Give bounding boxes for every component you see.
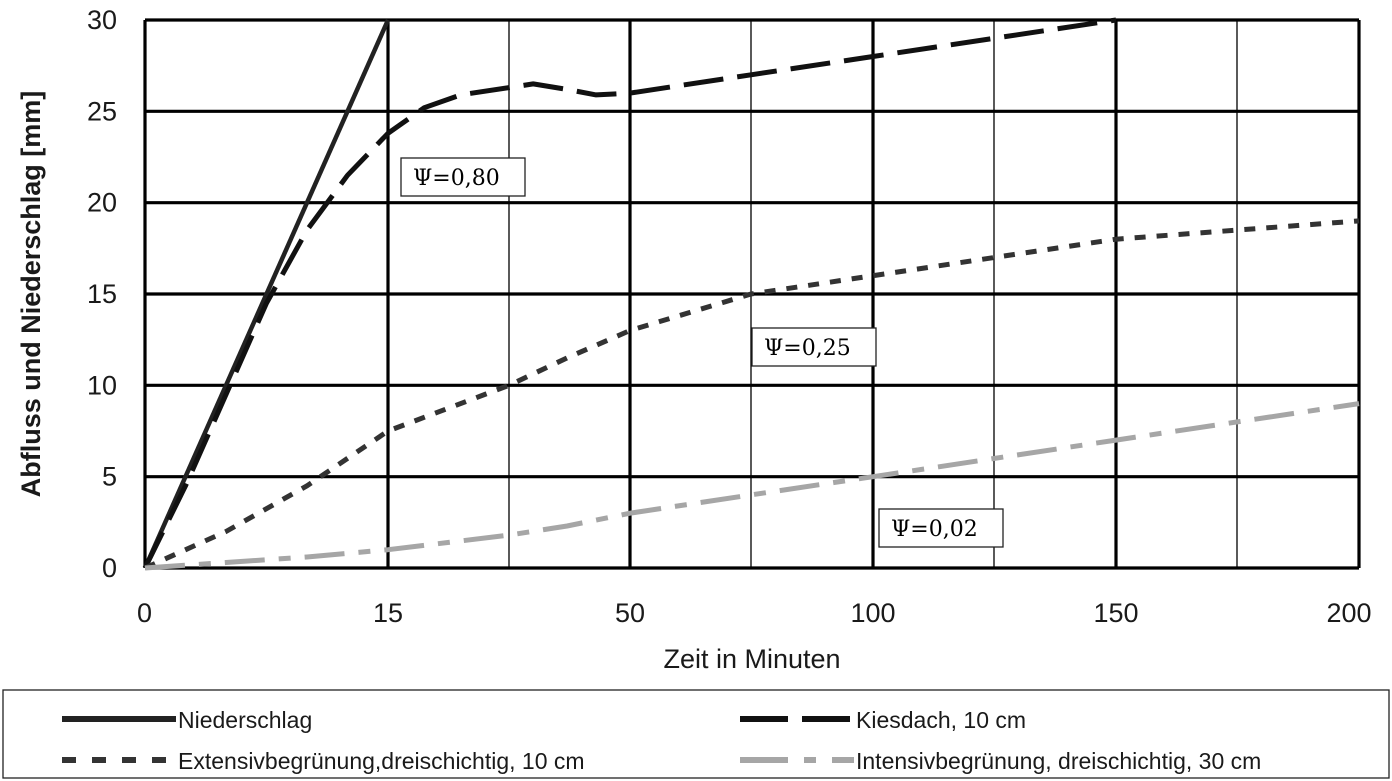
legend-item: Extensivbegrünung,dreischichtig, 10 cm: [62, 748, 585, 774]
legend-label: Extensivbegrünung,dreischichtig, 10 cm: [178, 748, 585, 774]
y-tick-label: 30: [87, 5, 117, 35]
y-tick-label: 10: [87, 370, 117, 400]
series-line-4: [144, 401, 1360, 571]
y-axis-title: Abfluss und Niederschlag [mm]: [16, 91, 46, 498]
x-tick-label: 100: [850, 598, 895, 628]
series-line-1: [142, 19, 391, 569]
x-tick-label: 150: [1093, 598, 1138, 628]
x-tick-label: 0: [137, 598, 152, 628]
x-tick-label: 50: [615, 598, 645, 628]
y-tick-label: 20: [87, 188, 117, 218]
annotation-text: Ψ=0,80: [413, 166, 500, 191]
legend: Niederschlag Kiesdach, 10 cm Extensivbegrü…: [2, 689, 1390, 779]
y-tick-label: 25: [87, 96, 117, 126]
annotation-box: [878, 508, 1004, 548]
legend-label: Kiesdach, 10 cm: [856, 707, 1026, 733]
x-tick-label: 200: [1326, 598, 1371, 628]
x-axis-title: Zeit in Minuten: [663, 644, 840, 674]
psi-annotation: Ψ=0,02: [878, 508, 1004, 548]
annotation-box: [400, 157, 526, 197]
annotation-text: Ψ=0,25: [764, 336, 851, 361]
legend-item: Kiesdach, 10 cm: [740, 707, 1026, 733]
legend-item: Niederschlag: [62, 707, 312, 733]
annotations: Ψ=0,80 Ψ=0,25 Ψ=0,02: [400, 157, 1004, 548]
series-line-2: [142, 17, 1117, 570]
series-line-3: [143, 218, 1360, 571]
series-lines: [142, 17, 1360, 571]
psi-annotation: Ψ=0,25: [751, 327, 877, 367]
annotation-box: [751, 327, 877, 367]
tick-labels: 0 5 10 15 20 25 30 0 15 50 100 150 200: [87, 5, 1372, 628]
legend-label: Niederschlag: [178, 707, 312, 733]
psi-annotation: Ψ=0,80: [400, 157, 526, 197]
annotation-text: Ψ=0,02: [891, 517, 978, 542]
y-tick-label: 15: [87, 279, 117, 309]
legend-box: [2, 689, 1390, 779]
y-tick-label: 5: [102, 462, 117, 492]
legend-item: Intensivbegrünung, dreischichtig, 30 cm: [740, 748, 1261, 774]
x-tick-label: 15: [373, 598, 403, 628]
y-tick-label: 0: [102, 553, 117, 583]
legend-label: Intensivbegrünung, dreischichtig, 30 cm: [856, 748, 1261, 774]
